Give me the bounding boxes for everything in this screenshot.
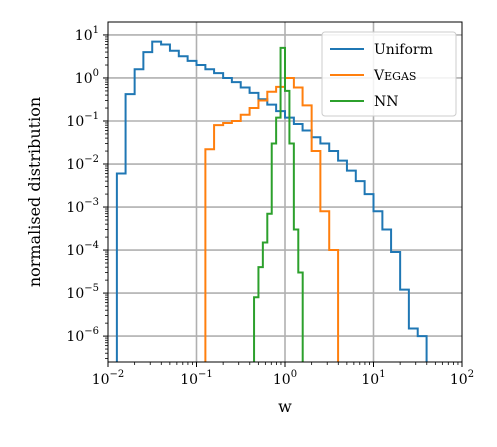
x-tick-label: 10−2 [92, 369, 125, 388]
legend-entry-nn: NN [374, 94, 399, 110]
legend-entry-vegas: VEGAS [373, 68, 416, 84]
legend-entry-uniform: Uniform [374, 42, 433, 58]
x-tick-label: 10−1 [180, 369, 213, 388]
y-tick-label: 10−1 [66, 111, 99, 130]
y-tick-label: 100 [75, 68, 99, 87]
y-tick-label: 10−5 [66, 283, 99, 302]
series-vegas-line [204, 76, 340, 362]
legend-box [321, 31, 457, 117]
series-nn-line [253, 46, 304, 362]
series-uniform-line [115, 40, 428, 362]
y-tick-label: 10−4 [66, 240, 99, 259]
y-tick-label: 10−3 [66, 197, 99, 216]
ticks-layer [103, 34, 463, 367]
y-tick-label: 10−2 [66, 154, 99, 173]
y-axis-label: normalised distribution [25, 97, 44, 287]
x-tick-label: 102 [450, 369, 474, 388]
y-tick-label: 101 [75, 25, 99, 44]
legend: Uniform VEGAS NN [321, 31, 457, 117]
x-tick-label: 100 [273, 369, 297, 388]
x-tick-label: 101 [361, 369, 385, 388]
tick-labels: 10−2 10−1 100 101 102 10−6 10−5 10−4 10−3 10−2 10−… [66, 25, 474, 388]
x-axis-label: w [278, 397, 292, 416]
y-tick-label: 10−6 [66, 326, 99, 345]
series-layer [115, 40, 428, 362]
